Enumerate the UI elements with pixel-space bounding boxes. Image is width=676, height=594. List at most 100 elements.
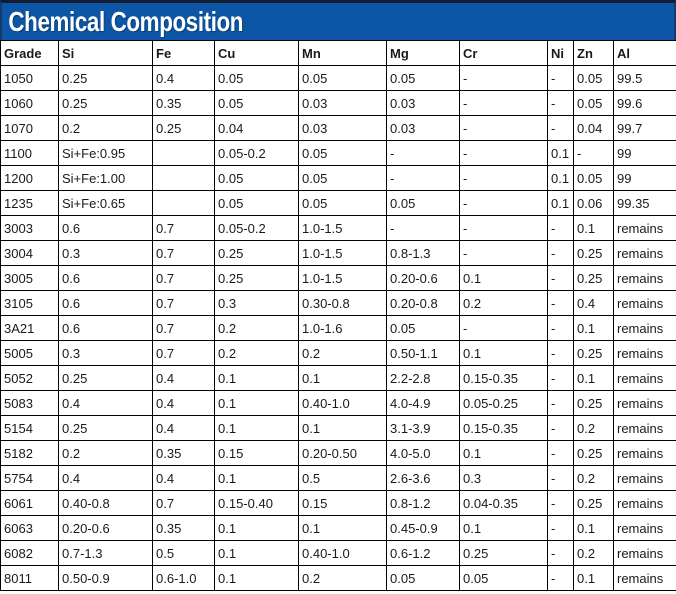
value-cell: - (547, 365, 574, 391)
value-cell: - (547, 90, 574, 116)
value-cell: 0.7-1.3 (58, 540, 153, 566)
value-cell: - (459, 65, 548, 91)
value-cell: remains (613, 215, 676, 241)
value-cell: 0.1 (459, 515, 548, 541)
value-cell: 0.05 (298, 140, 387, 166)
value-cell: 0.20-0.8 (386, 290, 460, 316)
value-cell: 0.05 (298, 165, 387, 191)
table-row: 3003 0.6 0.7 0.05-0.2 1.0-1.5- - -0.1 remains (0, 215, 676, 241)
column-header: Al (613, 40, 676, 66)
value-cell: - (547, 290, 574, 316)
value-cell: 0.05 (298, 65, 387, 91)
value-cell: 1.0-1.5 (298, 265, 387, 291)
value-cell: 0.1 (573, 215, 614, 241)
value-cell: - (547, 390, 574, 416)
table-row: 5154 0.25 0.4 0.1 0.1 3.1-3.9 0.15-0.35-0.2 rem… (0, 415, 676, 441)
value-cell: 4.0-5.0 (386, 440, 460, 466)
value-cell: 0.50-0.9 (58, 565, 153, 591)
value-cell: 0.7 (152, 265, 215, 291)
value-cell: 0.03 (298, 115, 387, 141)
value-cell: remains (613, 390, 676, 416)
value-cell: 0.6-1.2 (386, 540, 460, 566)
value-cell: 0.1 (459, 440, 548, 466)
value-cell: 0.1 (573, 315, 614, 341)
value-cell: Si+Fe:0.65 (58, 190, 153, 216)
value-cell: remains (613, 240, 676, 266)
value-cell: - (547, 440, 574, 466)
column-header: Mn (298, 40, 387, 66)
value-cell: 0.1 (573, 515, 614, 541)
table-row: 1070 0.2 0.25 0.04 0.03 0.03- -0.04 99.7 (0, 115, 676, 141)
value-cell: 0.4 (58, 465, 153, 491)
table-row: 1100 Si+Fe:0.95 0.05-0.2 0.05- -0.1-99 (0, 140, 676, 166)
value-cell: 0.1 (573, 565, 614, 591)
value-cell: - (459, 140, 548, 166)
value-cell: 0.25 (573, 265, 614, 291)
value-cell: 0.04-0.35 (459, 490, 548, 516)
value-cell: 1.0-1.5 (298, 215, 387, 241)
value-cell: 2.6-3.6 (386, 465, 460, 491)
value-cell: 0.05 (459, 565, 548, 591)
value-cell: 0.50-1.1 (386, 340, 460, 366)
grade-cell: 5154 (0, 415, 59, 441)
grade-cell: 3005 (0, 265, 59, 291)
value-cell: 0.1 (547, 140, 574, 166)
value-cell: - (547, 415, 574, 441)
value-cell: 0.05 (214, 165, 299, 191)
grade-cell: 3004 (0, 240, 59, 266)
value-cell: 99.6 (613, 90, 676, 116)
value-cell: 0.4 (58, 390, 153, 416)
value-cell: remains (613, 365, 676, 391)
value-cell: remains (613, 465, 676, 491)
value-cell: 0.6-1.0 (152, 565, 215, 591)
value-cell: 0.1 (459, 265, 548, 291)
value-cell: 0.2 (214, 340, 299, 366)
value-cell: 0.1 (214, 465, 299, 491)
grade-cell: 1060 (0, 90, 59, 116)
grade-cell: 6061 (0, 490, 59, 516)
table-row: 1050 0.25 0.4 0.05 0.05 0.05- -0.05 99.5 (0, 65, 676, 91)
page-title: Chemical Composition (8, 5, 244, 37)
grade-cell: 6082 (0, 540, 59, 566)
table-header: Grade Si Fe Cu Mn Mg Cr Ni Zn Al (0, 40, 676, 66)
grade-cell: 5182 (0, 440, 59, 466)
table-row: 3005 0.6 0.7 0.25 1.0-1.5 0.20-0.6 0.1-0.25 rem… (0, 265, 676, 291)
value-cell: 0.05-0.25 (459, 390, 548, 416)
value-cell: 0.2 (298, 340, 387, 366)
value-cell: 0.1 (547, 165, 574, 191)
value-cell: 0.15-0.35 (459, 365, 548, 391)
table-row: 6082 0.7-1.3 0.5 0.1 0.40-1.0 0.6-1.2 0.25-0.2… (0, 540, 676, 566)
header-row: Grade Si Fe Cu Mn Mg Cr Ni Zn Al (0, 40, 676, 66)
value-cell: 0.1 (214, 515, 299, 541)
value-cell: 0.3 (214, 290, 299, 316)
table-row: 1060 0.25 0.35 0.05 0.03 0.03- -0.05 99.6 (0, 90, 676, 116)
value-cell: 0.15-0.40 (214, 490, 299, 516)
value-cell: 0.7 (152, 290, 215, 316)
column-header: Cr (459, 40, 548, 66)
value-cell: - (459, 90, 548, 116)
value-cell: 0.05 (214, 90, 299, 116)
value-cell: 0.05 (573, 165, 614, 191)
value-cell: 0.4 (573, 290, 614, 316)
value-cell: 99 (613, 165, 676, 191)
value-cell: 4.0-4.9 (386, 390, 460, 416)
table-row: 5052 0.25 0.4 0.1 0.1 2.2-2.8 0.15-0.35-0.1 rem… (0, 365, 676, 391)
value-cell: 0.1 (298, 365, 387, 391)
table-row: 1200 Si+Fe:1.00 0.05 0.05- -0.1 0.05 99 (0, 165, 676, 191)
column-header: Cu (214, 40, 299, 66)
value-cell: 0.25 (573, 390, 614, 416)
table-row: 6061 0.40-0.8 0.7 0.15-0.40 0.15 0.8-1.2 0.04-… (0, 490, 676, 516)
value-cell: - (459, 315, 548, 341)
table-row: 5182 0.2 0.35 0.15 0.20-0.50 4.0-5.0 0.1-0.25 r… (0, 440, 676, 466)
value-cell: 0.05 (214, 190, 299, 216)
value-cell: 0.40-1.0 (298, 390, 387, 416)
value-cell: 99.5 (613, 65, 676, 91)
value-cell: 0.1 (459, 340, 548, 366)
column-header: Si (58, 40, 153, 66)
value-cell: 0.1 (298, 515, 387, 541)
value-cell: 0.2 (459, 290, 548, 316)
value-cell: - (459, 115, 548, 141)
value-cell: remains (613, 415, 676, 441)
value-cell: 0.03 (298, 90, 387, 116)
value-cell: - (547, 240, 574, 266)
